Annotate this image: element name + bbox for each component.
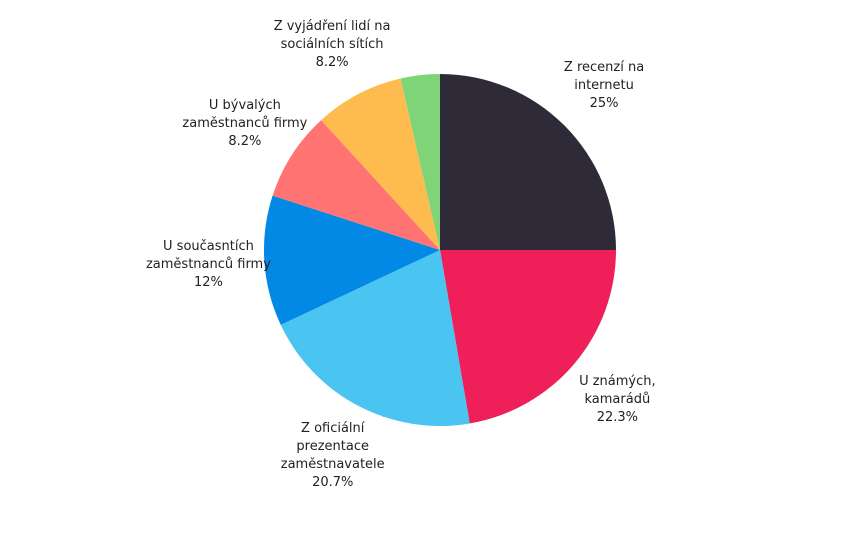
- pie-slice: [264, 195, 440, 325]
- category-label: Z vyjádření lidí na sociálních sítích: [273, 18, 391, 52]
- pie-slice: [400, 74, 440, 250]
- value-label: 22.3%: [596, 409, 638, 425]
- slice-label: U současntích zaměstnanců firmy 12%: [143, 238, 273, 292]
- value-label: 12%: [194, 274, 223, 290]
- pie-slice: [280, 250, 470, 427]
- slice-label: Z recenzí na internetu 25%: [539, 59, 669, 113]
- slice-label: Z vyjádření lidí na sociálních sítích 8.2…: [267, 18, 397, 72]
- pie-slice: [321, 78, 440, 250]
- value-label: 25%: [589, 95, 619, 111]
- category-label: U známých, kamarádů: [579, 373, 656, 407]
- value-label: 8.2%: [228, 134, 262, 150]
- category-label: U současntích zaměstnanců firmy: [145, 238, 271, 272]
- pie-slice: [440, 74, 616, 250]
- category-label: Z recenzí na internetu: [563, 59, 645, 93]
- slice-label: U bývalých zaměstnanců firmy 8.2%: [180, 97, 310, 151]
- category-label: U bývalých zaměstnanců firmy: [182, 98, 308, 132]
- category-label: Z oficiální prezentace zaměstnavatele: [280, 420, 385, 472]
- slice-label: U známých, kamarádů 22.3%: [552, 373, 682, 427]
- pie-slice: [440, 250, 616, 424]
- value-label: 8.2%: [315, 54, 349, 70]
- pie-slice: [272, 120, 440, 250]
- value-label: 20.7%: [312, 474, 354, 490]
- slice-label: Z oficiální prezentace zaměstnavatele 20.…: [268, 420, 398, 492]
